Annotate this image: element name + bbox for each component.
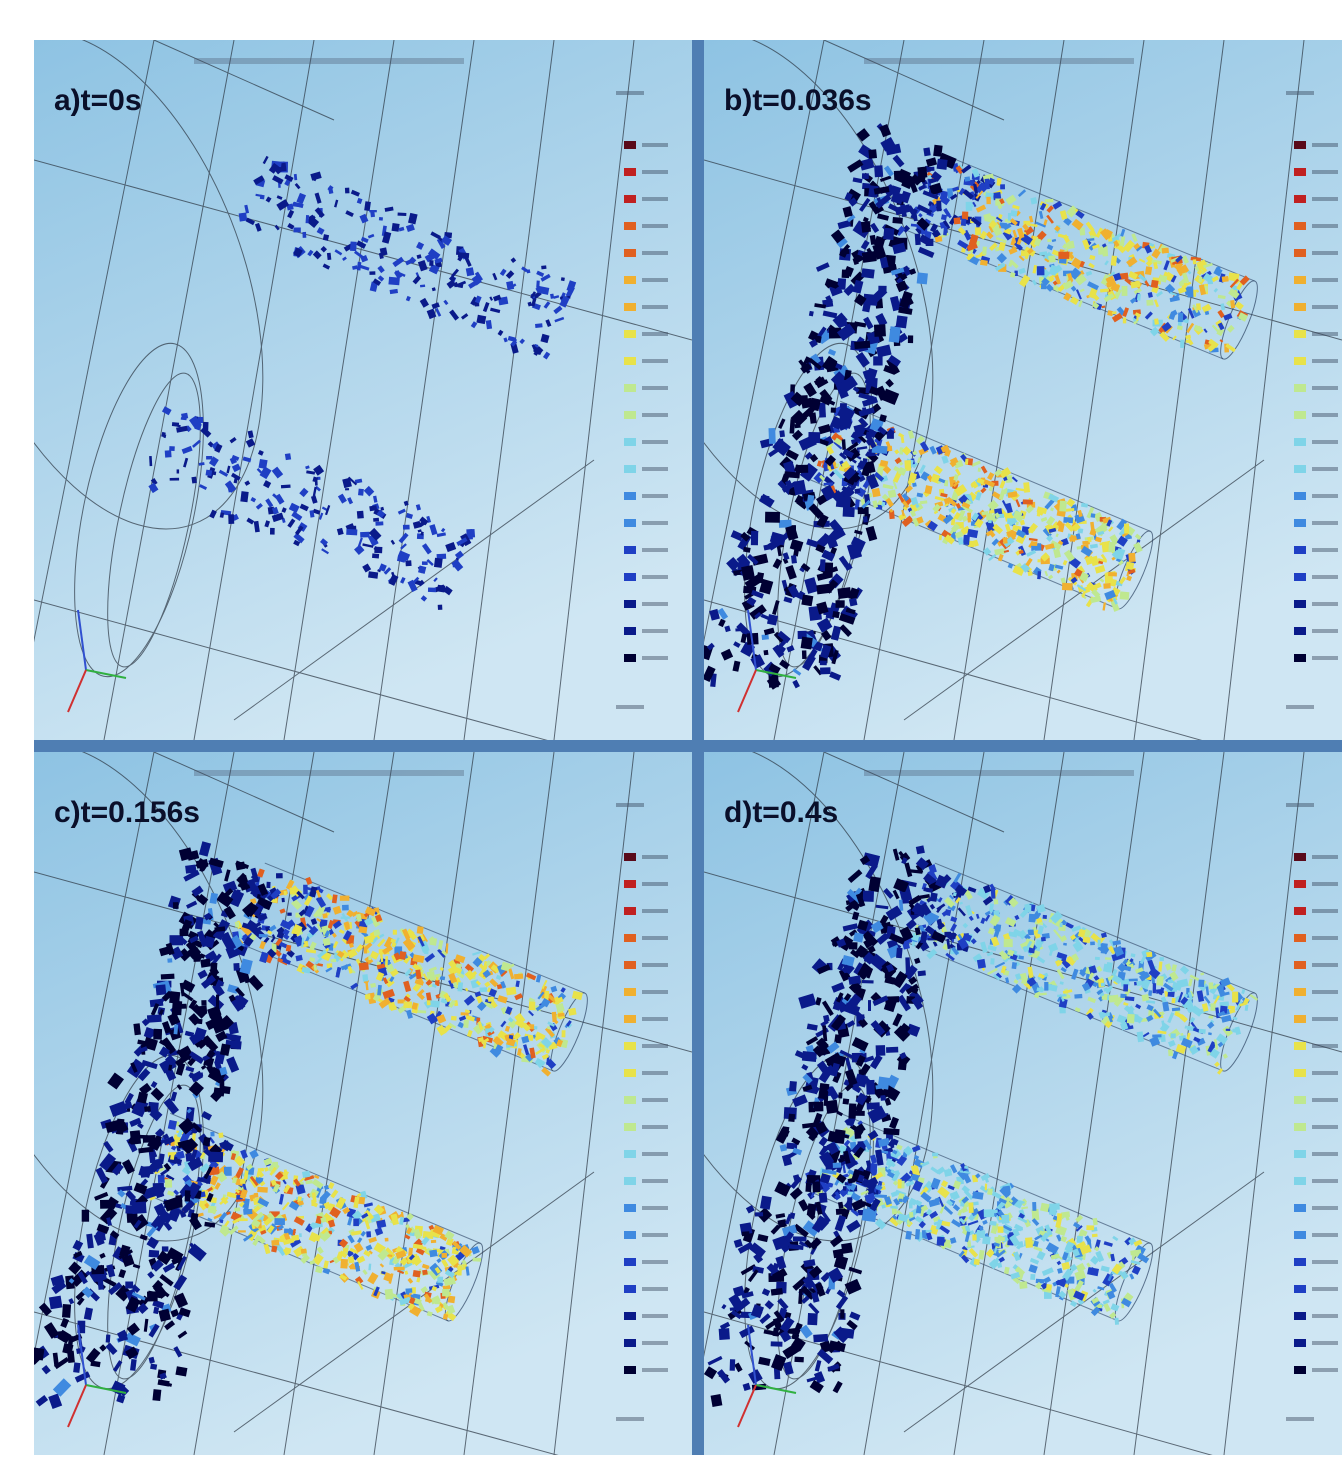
panel-title [194,770,464,776]
panel-b: b)t=0.036s [704,40,1342,740]
particle-spill [704,845,949,1407]
panel-c: c)t=0.156s [34,752,692,1455]
colorbar-icon [1286,91,1338,709]
axis-triad-icon [737,609,797,713]
axis-triad-icon [67,609,127,713]
panel-title [194,58,464,64]
colorbar-icon [616,803,668,1421]
axis-triad-icon [737,1324,797,1428]
panel-label: c)t=0.156s [54,796,200,829]
panel-a: a)t=0s [34,40,692,740]
figure: a)t=0s b)t=0.036s c)t=0.156s d)t=0.4s [34,40,1342,1455]
panel-title [864,58,1134,64]
particle-field [148,155,577,610]
panel-canvas: a)t=0s [34,40,692,740]
panel-canvas: d)t=0.4s [704,752,1342,1455]
panel-label: b)t=0.036s [724,84,872,117]
panel-label: d)t=0.4s [724,796,838,829]
panel-label: a)t=0s [54,84,142,117]
geometry-wireframe [704,752,1342,1455]
panel-canvas: c)t=0.156s [34,752,692,1455]
axis-triad-icon [67,1324,127,1428]
panel-d: d)t=0.4s [704,752,1342,1455]
colorbar-icon [616,91,668,709]
particle-spill [34,841,273,1410]
panel-title [864,770,1134,776]
particle-spill [704,123,957,690]
panel-background [34,40,692,740]
colorbar-icon [1286,803,1338,1421]
panel-canvas: b)t=0.036s [704,40,1342,740]
